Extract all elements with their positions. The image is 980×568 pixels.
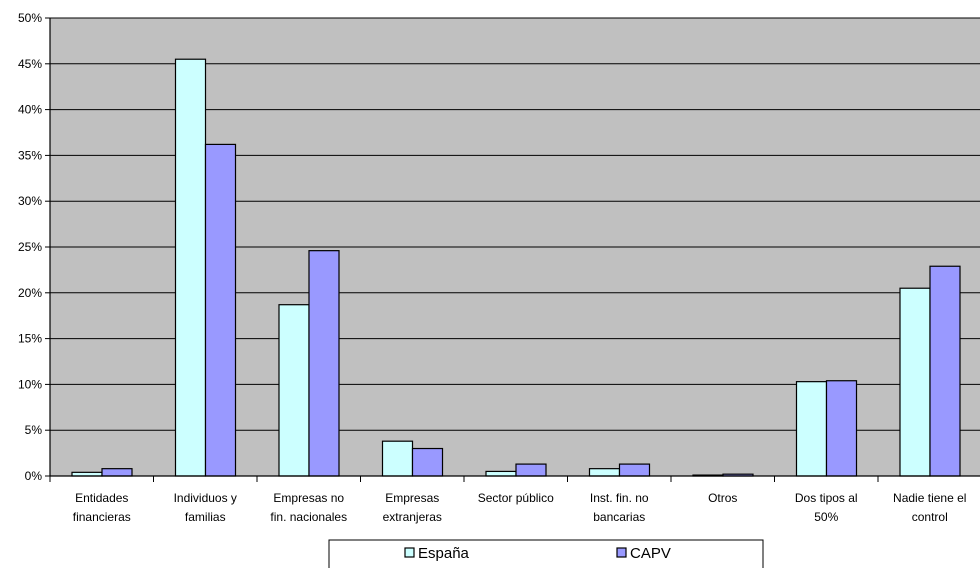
- bar-capv-8: [929, 265, 961, 477]
- y-tick-label: 35%: [18, 148, 42, 162]
- y-tick-label: 15%: [18, 332, 42, 346]
- bar-espa-a-7: [795, 381, 828, 477]
- y-tick-label: 20%: [18, 286, 42, 300]
- x-category-label: fin. nacionales: [270, 510, 347, 524]
- bar-espa-a-1: [174, 58, 207, 477]
- legend-swatch: [404, 547, 415, 558]
- x-category-label: control: [912, 510, 948, 524]
- bar-espa-a-4: [485, 470, 517, 477]
- x-category-label: Sector público: [478, 491, 554, 505]
- x-category-label: Inst. fin. no: [590, 491, 649, 505]
- x-category-label: Entidades: [75, 491, 128, 505]
- x-category-label: bancarias: [593, 510, 645, 524]
- x-category-label: financieras: [73, 510, 131, 524]
- legend-swatch: [616, 547, 627, 558]
- bar-capv-0: [101, 468, 133, 477]
- bar-capv-3: [411, 447, 444, 477]
- y-tick-label: 30%: [18, 194, 42, 208]
- x-category-label: Individuos y: [174, 491, 237, 505]
- y-tick-label: 40%: [18, 103, 42, 117]
- x-category-label: Empresas: [385, 491, 439, 505]
- x-category-label: 50%: [814, 510, 838, 524]
- x-category-label: familias: [185, 510, 226, 524]
- bar-capv-5: [618, 463, 651, 477]
- x-category-label: extranjeras: [383, 510, 442, 524]
- bar-espa-a-3: [381, 440, 414, 477]
- bar-capv-7: [825, 380, 858, 477]
- bar-capv-4: [515, 463, 547, 477]
- y-tick-label: 25%: [18, 240, 42, 254]
- legend-label: CAPV: [630, 545, 671, 562]
- bar-capv-2: [308, 250, 340, 477]
- bar-espa-a-5: [588, 468, 621, 477]
- y-tick-label: 45%: [18, 57, 42, 71]
- x-category-label: Empresas no: [273, 491, 344, 505]
- legend-label: España: [418, 545, 470, 562]
- y-tick-label: 10%: [18, 377, 42, 391]
- x-category-label: Dos tipos al: [795, 491, 858, 505]
- y-tick-label: 50%: [18, 11, 42, 25]
- bar-espa-a-8: [899, 287, 931, 477]
- x-category-label: Otros: [708, 491, 737, 505]
- legend-box: [328, 539, 764, 568]
- y-tick-label: 5%: [25, 423, 43, 437]
- bar-capv-1: [204, 143, 237, 477]
- x-category-label: Nadie tiene el: [893, 491, 966, 505]
- bar-espa-a-2: [278, 304, 310, 477]
- y-tick-label: 0%: [25, 469, 43, 483]
